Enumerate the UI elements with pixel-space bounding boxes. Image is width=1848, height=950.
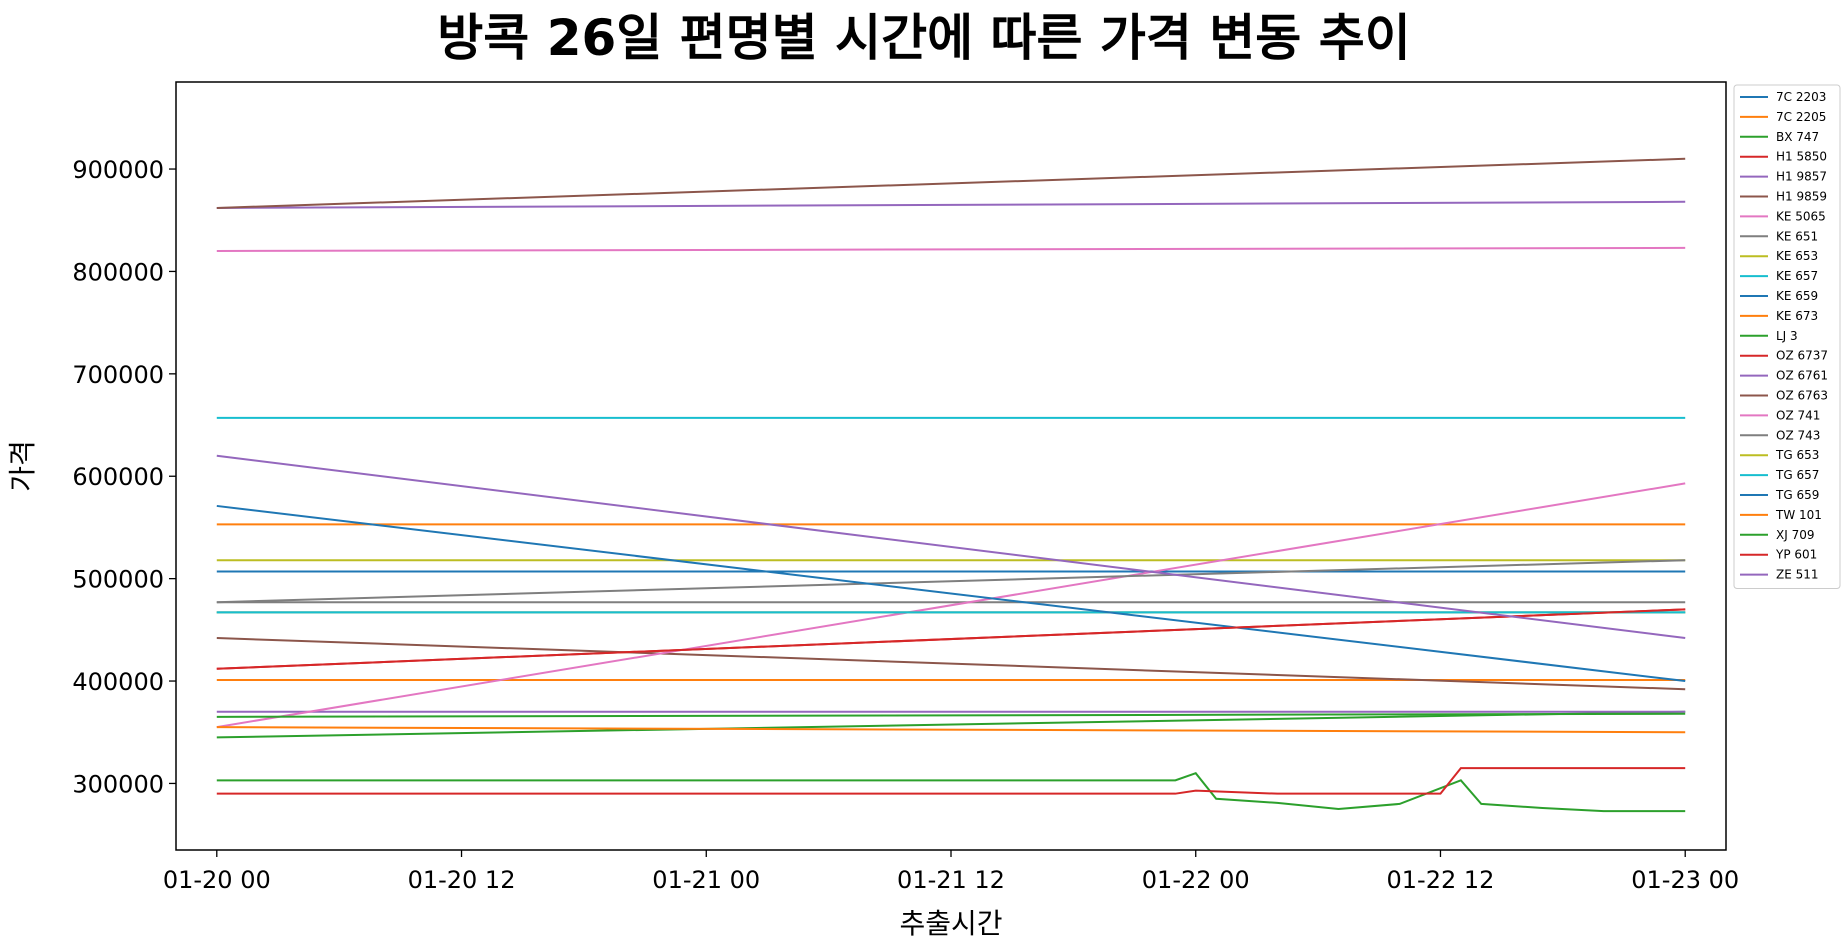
series-line-2	[216, 772, 1686, 813]
y-axis-label: 가격	[6, 440, 39, 492]
legend-label: LJ 3	[1776, 329, 1798, 343]
series-line-6	[216, 246, 1686, 252]
legend-label: YP 601	[1775, 548, 1817, 562]
series-line-5	[216, 157, 1686, 209]
y-axis: 300000 400000 500000 600000 700000 800000 9000…	[72, 156, 176, 798]
series-line-22	[216, 712, 1686, 718]
legend-label: OZ 743	[1776, 428, 1820, 442]
series-line-12	[216, 710, 1686, 739]
legend-label: OZ 741	[1776, 408, 1820, 422]
legend-label: BX 747	[1776, 130, 1819, 144]
y-tick-label: 700000	[72, 361, 164, 389]
y-tick-label: 300000	[72, 770, 164, 798]
y-tick-label: 600000	[72, 463, 164, 491]
legend-label: KE 653	[1776, 249, 1818, 263]
series-line-15	[216, 637, 1686, 691]
legend-label: H1 5850	[1776, 150, 1827, 164]
legend-label: TG 657	[1775, 468, 1819, 482]
legend-label: OZ 6763	[1776, 389, 1828, 403]
legend-label: KE 673	[1776, 309, 1818, 323]
y-tick-label: 800000	[72, 258, 164, 286]
series-line-23	[216, 608, 1686, 670]
x-tick-label: 01-21 12	[897, 866, 1005, 894]
legend-label: XJ 709	[1776, 528, 1814, 542]
legend-label: H1 9859	[1776, 190, 1827, 204]
legend-label: KE 651	[1776, 229, 1818, 243]
legend: 7C 2203 7C 2205 BX 747 H1 5850 H1 9857 H1 985…	[1733, 84, 1841, 589]
series-line-21	[216, 726, 1686, 734]
y-tick-label: 900000	[72, 156, 164, 184]
legend-label: TG 653	[1775, 448, 1819, 462]
legend-label: H1 9857	[1776, 170, 1827, 184]
legend-label: KE 5065	[1776, 209, 1826, 223]
chart-title: 방콕 26일 편명별 시간에 따른 가격 변동 추이	[437, 9, 1410, 67]
legend-label: TW 101	[1775, 508, 1822, 522]
series-line-4	[216, 200, 1686, 209]
legend-label: OZ 6737	[1776, 349, 1828, 363]
x-tick-label: 01-21 00	[652, 866, 760, 894]
legend-label: KE 659	[1776, 289, 1818, 303]
legend-label: ZE 511	[1776, 568, 1819, 582]
legend-label: KE 657	[1776, 269, 1818, 283]
x-axis-label: 추출시간	[899, 907, 1002, 940]
series-line-17	[216, 559, 1686, 604]
y-tick-label: 400000	[72, 668, 164, 696]
x-tick-label: 01-22 12	[1387, 866, 1495, 894]
legend-label: TG 659	[1775, 488, 1819, 502]
series-group	[216, 157, 1686, 813]
series-line-16	[216, 482, 1686, 729]
series-line-24	[216, 454, 1686, 640]
series-line-20	[216, 504, 1686, 683]
legend-label: 7C 2205	[1776, 110, 1826, 124]
x-axis: 01-20 00 01-20 12 01-21 00 01-21 12 01-22 00…	[163, 850, 1739, 894]
x-tick-label: 01-22 00	[1142, 866, 1250, 894]
x-tick-label: 01-20 12	[408, 866, 516, 894]
series-line-3	[216, 767, 1686, 795]
legend-label: 7C 2203	[1776, 90, 1826, 104]
x-tick-label: 01-20 00	[163, 866, 271, 894]
legend-box	[1733, 84, 1841, 589]
y-tick-label: 500000	[72, 566, 164, 594]
x-tick-label: 01-23 00	[1631, 866, 1739, 894]
legend-label: OZ 6761	[1776, 369, 1828, 383]
